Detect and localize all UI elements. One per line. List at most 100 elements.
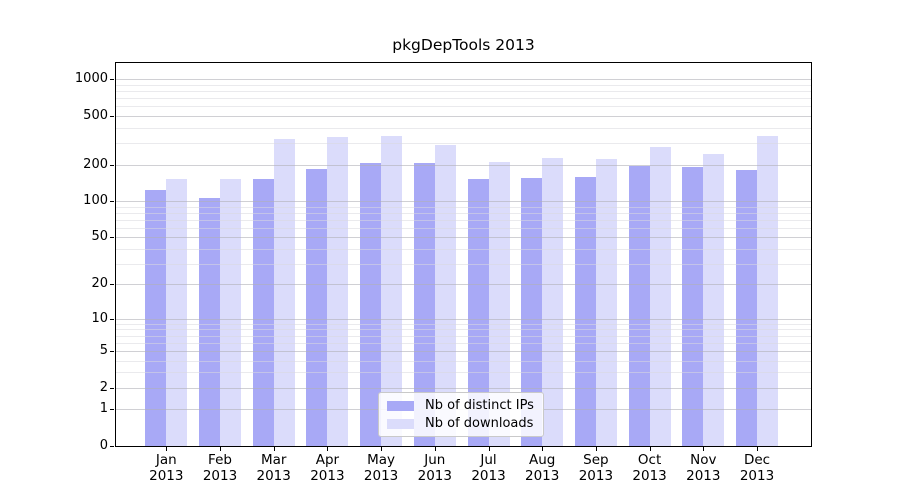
- bar-distinct-ips: [521, 178, 543, 446]
- gridline-major: [116, 318, 811, 320]
- x-tick-label: Jan 2013: [134, 452, 198, 484]
- x-tick-mark: [273, 447, 275, 451]
- x-tick-label: Jun 2013: [403, 452, 467, 484]
- x-tick-mark: [488, 447, 490, 451]
- x-tick-month: Apr: [315, 452, 340, 468]
- y-tick-label: 20: [91, 276, 108, 292]
- x-tick-month: Oct: [637, 452, 662, 468]
- x-tick-mark: [542, 447, 544, 451]
- bar-distinct-ips: [360, 162, 382, 446]
- x-tick-label: Feb 2013: [188, 452, 252, 484]
- y-tick-mark: [110, 237, 114, 239]
- x-tick-year: 2013: [202, 468, 238, 484]
- gridline-major: [116, 387, 811, 389]
- chart-title: pkgDepTools 2013: [392, 36, 535, 54]
- legend: Nb of distinct IPs Nb of downloads: [378, 392, 544, 437]
- y-tick-mark: [110, 387, 114, 389]
- y-tick-label: 2: [99, 379, 108, 395]
- x-tick-year: 2013: [632, 468, 667, 484]
- bar-downloads: [488, 162, 510, 446]
- bar-distinct-ips: [199, 198, 220, 446]
- gridline-minor: [116, 329, 811, 331]
- x-tick-label: Nov 2013: [671, 452, 735, 484]
- x-tick-year: 2013: [417, 468, 452, 484]
- bar-distinct-ips: [413, 163, 435, 446]
- gridline-minor: [116, 84, 811, 86]
- gridline-major: [116, 201, 811, 203]
- gridline-minor: [116, 248, 811, 250]
- gridline-major: [116, 79, 811, 81]
- gridline-minor: [116, 212, 811, 214]
- x-tick-month: Aug: [529, 452, 556, 468]
- gridline-minor: [116, 360, 811, 362]
- bar-distinct-ips: [628, 165, 650, 446]
- x-tick-year: 2013: [525, 468, 560, 484]
- x-tick-mark: [703, 447, 705, 451]
- y-tick-mark: [110, 164, 114, 166]
- bar-distinct-ips: [145, 189, 167, 446]
- legend-swatch-downloads: [387, 418, 414, 429]
- x-tick-year: 2013: [686, 468, 721, 484]
- bar-distinct-ips: [736, 170, 757, 446]
- x-tick-label: Aug 2013: [510, 452, 574, 484]
- x-tick-label: May 2013: [349, 452, 413, 484]
- bar-downloads: [220, 178, 241, 446]
- x-tick-label: Jul 2013: [457, 452, 521, 484]
- y-tick-label: 1000: [74, 71, 108, 87]
- gridline-minor: [116, 335, 811, 337]
- x-tick-month: Jan: [155, 452, 177, 468]
- gridline-minor: [116, 91, 811, 93]
- bar-downloads: [703, 154, 725, 446]
- x-tick-year: 2013: [363, 468, 399, 484]
- gridline-minor: [116, 342, 811, 344]
- y-tick-mark: [110, 446, 114, 447]
- gridline-minor: [116, 106, 811, 108]
- bar-distinct-ips: [306, 168, 328, 446]
- gridline-minor: [116, 372, 811, 374]
- x-tick-year: 2013: [310, 468, 345, 484]
- gridline-major: [116, 350, 811, 352]
- bar-distinct-ips: [252, 179, 274, 446]
- gridline-major: [116, 237, 811, 239]
- x-tick-mark: [649, 447, 651, 451]
- gridline-major: [116, 164, 811, 166]
- legend-label: Nb of distinct IPs: [425, 398, 534, 413]
- x-tick-mark: [166, 447, 168, 451]
- y-tick-mark: [110, 409, 114, 411]
- gridline-minor: [116, 143, 811, 145]
- x-tick-month: Sep: [583, 452, 609, 468]
- y-tick-mark: [110, 284, 114, 286]
- y-tick-mark: [110, 350, 114, 352]
- gridline-minor: [116, 219, 811, 221]
- x-tick-mark: [381, 447, 383, 451]
- x-tick-label: Dec 2013: [725, 452, 789, 484]
- x-tick-label: Sep 2013: [564, 452, 628, 484]
- y-tick-mark: [110, 79, 114, 81]
- x-tick-label: Apr 2013: [295, 452, 359, 484]
- x-tick-label: Oct 2013: [618, 452, 682, 484]
- x-tick-year: 2013: [739, 468, 775, 484]
- gridline-minor: [116, 323, 811, 325]
- y-tick-mark: [110, 318, 114, 320]
- x-tick-year: 2013: [149, 468, 184, 484]
- y-tick-label: 500: [83, 108, 108, 124]
- x-tick-month: Nov: [690, 452, 717, 468]
- y-tick-mark: [110, 201, 114, 203]
- bar-downloads: [166, 178, 188, 446]
- y-tick-label: 0: [99, 438, 108, 453]
- bar-downloads: [327, 137, 349, 446]
- y-tick-label: 1: [99, 401, 108, 417]
- bar-downloads: [757, 136, 778, 446]
- x-tick-month: May: [367, 452, 396, 468]
- x-tick-month: Jun: [424, 452, 446, 468]
- gridline-minor: [116, 227, 811, 229]
- x-tick-mark: [595, 447, 597, 451]
- gridline-minor: [116, 98, 811, 100]
- y-tick-label: 50: [91, 229, 108, 245]
- legend-label: Nb of downloads: [425, 416, 534, 431]
- legend-swatch-distinct-ips: [387, 400, 414, 411]
- y-tick-label: 10: [91, 310, 108, 326]
- x-tick-label: Mar 2013: [242, 452, 306, 484]
- bar-downloads: [542, 158, 564, 446]
- bar-distinct-ips: [574, 176, 596, 446]
